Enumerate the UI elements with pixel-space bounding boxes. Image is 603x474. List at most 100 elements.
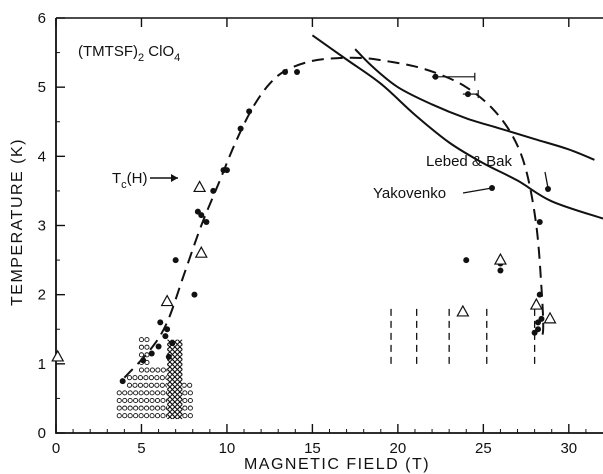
y-tick-label: 6 <box>38 10 46 27</box>
y-tick-label: 5 <box>38 79 46 96</box>
open-circle-marker <box>133 390 139 396</box>
filled-circle-point <box>210 187 217 194</box>
open-circle-marker <box>144 405 150 411</box>
x-tick-label: 30 <box>560 440 577 457</box>
lebed-bak-pointer <box>544 171 549 189</box>
filled-circle-point <box>155 343 162 350</box>
tc-pointer-arrowhead <box>171 174 178 182</box>
open-circle-marker <box>155 367 161 373</box>
filled-circle-point <box>432 73 439 80</box>
open-circle-marker <box>143 375 149 381</box>
lebed-bak-pointer-dot <box>545 186 551 192</box>
yakovenko-pointer-dot <box>489 185 495 191</box>
open-circle-marker <box>154 397 161 404</box>
filled-circle-point <box>536 219 543 226</box>
open-circle-marker <box>138 367 145 373</box>
open-circle-marker <box>182 390 188 396</box>
filled-circle-point <box>148 350 155 357</box>
x-tick-label: 5 <box>137 440 145 457</box>
filled-circle-point <box>119 378 126 385</box>
filled-circle-point <box>464 91 471 98</box>
open-circle-marker <box>160 390 166 396</box>
filled-circle-point <box>191 291 198 298</box>
yakovenko-curve <box>311 34 603 220</box>
open-triangle-point <box>493 252 507 265</box>
open-circle-marker <box>138 344 145 350</box>
open-circle-marker <box>154 413 161 419</box>
x-tick-label: 10 <box>219 440 236 457</box>
open-circle-marker <box>122 413 128 419</box>
open-circle-marker <box>144 344 150 350</box>
open-circle-marker <box>160 405 166 411</box>
open-circle-marker <box>137 382 143 388</box>
open-circle-marker <box>160 413 166 419</box>
open-circle-marker <box>137 375 143 381</box>
open-circle-marker <box>138 405 144 411</box>
filled-circle-point <box>294 68 301 75</box>
open-circle-marker <box>149 397 155 404</box>
open-circle-marker <box>144 413 150 419</box>
open-circle-marker <box>181 382 187 388</box>
open-circle-marker <box>122 390 128 396</box>
axes-frame <box>55 17 603 434</box>
tc-dashed-curve <box>123 56 545 379</box>
y-tick-label: 4 <box>38 148 46 165</box>
open-triangle-point <box>51 349 65 362</box>
compound-label-rest: ClO <box>144 43 174 60</box>
open-triangle-point <box>160 294 174 307</box>
hatched-region <box>167 339 183 420</box>
open-circle-marker <box>144 337 150 343</box>
open-circle-marker <box>187 413 193 419</box>
x-axis-label: MAGNETIC FIELD (T) <box>244 456 430 473</box>
yakovenko-label: Yakovenko <box>373 185 446 202</box>
open-circle-marker <box>127 413 133 419</box>
open-circle-marker <box>159 382 165 388</box>
open-triangle-point <box>529 297 543 310</box>
open-circle-marker <box>116 405 122 411</box>
open-circle-marker <box>144 397 150 404</box>
filled-circle-point <box>463 257 470 264</box>
open-circle-marker <box>132 375 138 381</box>
open-circle-marker <box>154 375 160 381</box>
filled-circle-point <box>169 340 176 347</box>
open-circle-marker <box>126 375 133 381</box>
open-circle-marker <box>133 413 139 419</box>
filled-circle-point <box>538 315 545 322</box>
hatch-background <box>167 339 183 420</box>
open-circle-marker <box>160 367 166 373</box>
open-triangle-point <box>543 311 557 324</box>
open-circle-marker <box>187 397 193 404</box>
axis-lines <box>55 18 603 434</box>
open-circle-marker <box>122 405 128 411</box>
open-circle-marker <box>127 390 133 396</box>
compound-label-sub: 2 <box>138 52 144 64</box>
open-triangle-point <box>193 180 207 193</box>
lebed-bak-label: Lebed & Bak <box>426 153 512 170</box>
open-circle-marker <box>182 405 188 411</box>
open-circle-marker <box>149 405 155 411</box>
filled-circle-point <box>282 68 289 75</box>
lebed-bak-curve <box>354 48 595 161</box>
tc-label: Tc(H) <box>112 170 148 191</box>
open-circle-marker <box>133 397 139 404</box>
open-circle-marker <box>116 397 122 404</box>
y-tick-label: 0 <box>38 425 46 442</box>
open-circle-marker <box>122 397 128 404</box>
tc-label-rest: (H) <box>127 170 148 187</box>
open-circle-marker <box>154 405 161 411</box>
filled-circle-point <box>497 267 504 274</box>
tc-label-sub: c <box>121 179 127 191</box>
compound-label-main: (TMTSF) <box>78 43 138 60</box>
open-circle-marker <box>187 405 193 411</box>
open-circle-marker <box>144 390 150 396</box>
open-circle-marker <box>182 397 188 404</box>
open-circle-marker <box>127 405 133 411</box>
filled-circle-point <box>172 257 179 264</box>
filled-circle-point <box>223 167 230 174</box>
filled-circle-point <box>164 326 171 333</box>
compound-label-sub2: 4 <box>174 52 180 64</box>
open-circle-marker <box>187 382 193 388</box>
open-circle-marker <box>187 390 193 396</box>
open-circle-marker <box>143 382 149 388</box>
filled-circle-point <box>157 319 164 326</box>
